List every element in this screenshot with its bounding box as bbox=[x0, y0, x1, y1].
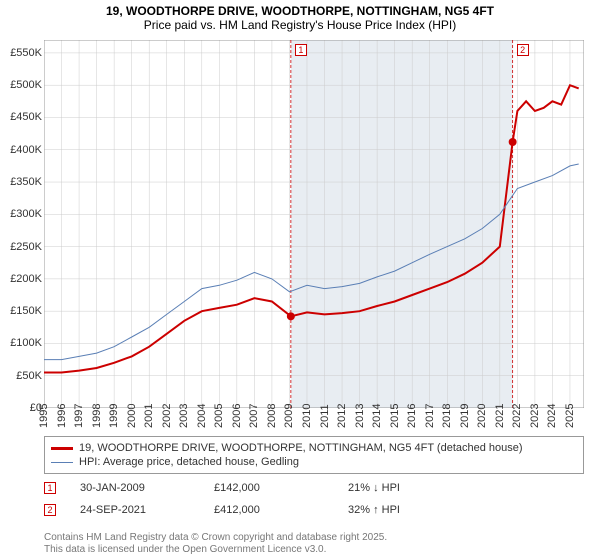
x-axis-label: 2008 bbox=[266, 408, 278, 428]
x-axis-label: 2022 bbox=[511, 408, 523, 428]
x-axis-label: 2017 bbox=[424, 408, 436, 428]
transaction-date: 30-JAN-2009 bbox=[80, 482, 190, 494]
legend-label: 19, WOODTHORPE DRIVE, WOODTHORPE, NOTTIN… bbox=[79, 442, 523, 454]
x-axis-label: 2023 bbox=[529, 408, 541, 428]
x-axis-label: 2016 bbox=[406, 408, 418, 428]
x-axis-label: 1996 bbox=[56, 408, 68, 428]
y-axis-label: £0 bbox=[2, 402, 42, 414]
x-axis-label: 2009 bbox=[283, 408, 295, 428]
x-axis-label: 2019 bbox=[459, 408, 471, 428]
legend-item-hpi: HPI: Average price, detached house, Gedl… bbox=[51, 455, 577, 469]
chart-plot bbox=[44, 40, 584, 408]
x-axis-label: 2018 bbox=[441, 408, 453, 428]
transaction-marker-icon: 1 bbox=[44, 482, 56, 494]
transaction-price: £412,000 bbox=[214, 504, 324, 516]
transaction-delta: 32% ↑ HPI bbox=[348, 504, 458, 516]
transaction-row: 1 30-JAN-2009 £142,000 21% ↓ HPI bbox=[44, 478, 584, 498]
y-axis-label: £400K bbox=[2, 144, 42, 156]
x-axis-label: 2015 bbox=[389, 408, 401, 428]
x-axis-label: 2005 bbox=[213, 408, 225, 428]
x-axis-label: 2002 bbox=[161, 408, 173, 428]
x-axis-label: 2004 bbox=[196, 408, 208, 428]
x-axis-label: 2010 bbox=[301, 408, 313, 428]
x-axis-label: 2013 bbox=[354, 408, 366, 428]
y-axis-label: £550K bbox=[2, 47, 42, 59]
y-axis-label: £450K bbox=[2, 111, 42, 123]
transaction-price: £142,000 bbox=[214, 482, 324, 494]
x-axis-label: 2006 bbox=[231, 408, 243, 428]
x-axis-label: 2014 bbox=[371, 408, 383, 428]
x-axis-label: 2001 bbox=[143, 408, 155, 428]
chart-titles: 19, WOODTHORPE DRIVE, WOODTHORPE, NOTTIN… bbox=[0, 0, 600, 32]
transaction-row: 2 24-SEP-2021 £412,000 32% ↑ HPI bbox=[44, 500, 584, 520]
legend-label: HPI: Average price, detached house, Gedl… bbox=[79, 456, 299, 468]
x-axis-label: 1997 bbox=[73, 408, 85, 428]
y-axis-label: £100K bbox=[2, 337, 42, 349]
transaction-delta: 21% ↓ HPI bbox=[348, 482, 458, 494]
y-axis-label: £50K bbox=[2, 370, 42, 382]
transaction-date: 24-SEP-2021 bbox=[80, 504, 190, 516]
x-axis-label: 2021 bbox=[494, 408, 506, 428]
y-axis-label: £350K bbox=[2, 176, 42, 188]
y-axis-label: £150K bbox=[2, 305, 42, 317]
x-axis-label: 2003 bbox=[178, 408, 190, 428]
disclaimer-text: Contains HM Land Registry data © Crown c… bbox=[44, 532, 584, 556]
y-axis-label: £300K bbox=[2, 208, 42, 220]
x-axis-label: 2000 bbox=[126, 408, 138, 428]
x-axis-label: 2012 bbox=[336, 408, 348, 428]
x-axis-label: 2007 bbox=[248, 408, 260, 428]
transactions-table: 1 30-JAN-2009 £142,000 21% ↓ HPI 2 24-SE… bbox=[44, 476, 584, 520]
x-axis-label: 1995 bbox=[38, 408, 50, 428]
legend-item-property: 19, WOODTHORPE DRIVE, WOODTHORPE, NOTTIN… bbox=[51, 441, 577, 455]
x-axis-label: 2025 bbox=[564, 408, 576, 428]
chart-legend: 19, WOODTHORPE DRIVE, WOODTHORPE, NOTTIN… bbox=[44, 436, 584, 474]
y-axis-label: £250K bbox=[2, 241, 42, 253]
chart-marker-2: 2 bbox=[517, 44, 529, 56]
x-axis-label: 2024 bbox=[546, 408, 558, 428]
chart-marker-1: 1 bbox=[295, 44, 307, 56]
x-axis-label: 1998 bbox=[91, 408, 103, 428]
y-axis-label: £500K bbox=[2, 79, 42, 91]
x-axis-label: 2020 bbox=[476, 408, 488, 428]
x-axis-label: 1999 bbox=[108, 408, 120, 428]
chart-title-sub: Price paid vs. HM Land Registry's House … bbox=[0, 18, 600, 32]
y-axis-label: £200K bbox=[2, 273, 42, 285]
chart-title-address: 19, WOODTHORPE DRIVE, WOODTHORPE, NOTTIN… bbox=[0, 4, 600, 18]
transaction-marker-icon: 2 bbox=[44, 504, 56, 516]
x-axis-label: 2011 bbox=[319, 408, 331, 428]
